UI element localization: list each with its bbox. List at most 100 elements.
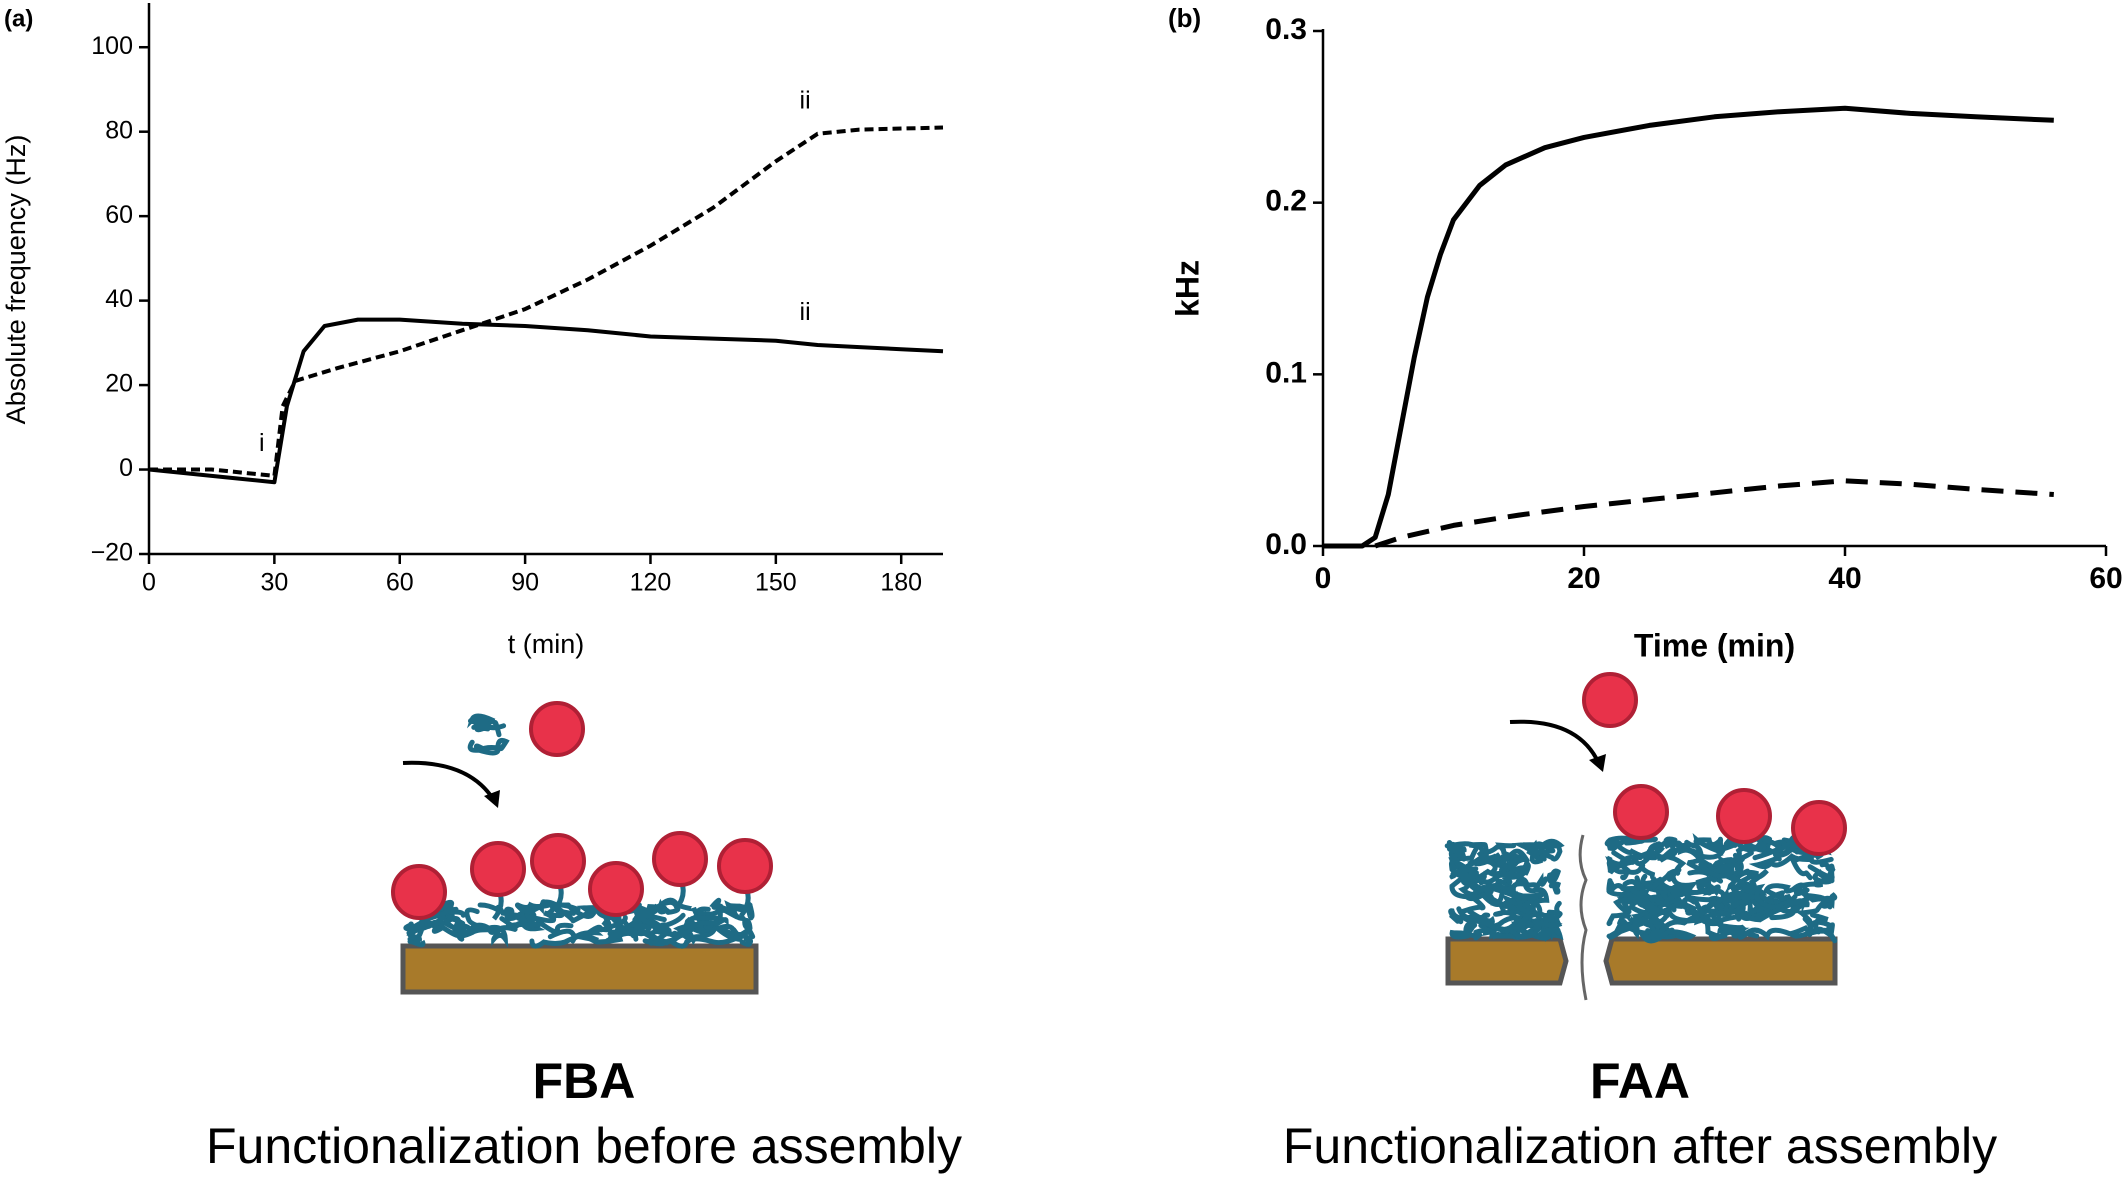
y-tick-label: 100 — [91, 32, 133, 60]
polymer — [1450, 867, 1480, 883]
polymer — [1476, 850, 1510, 877]
polymer — [486, 916, 518, 948]
polymer — [1494, 872, 1549, 895]
polymer — [444, 907, 491, 933]
polymer — [1722, 893, 1819, 923]
annotation: i — [259, 429, 265, 457]
x-tick-label: 20 — [1567, 562, 1600, 595]
polymer — [1748, 853, 1834, 870]
polymer — [1444, 841, 1467, 862]
y-tick-label: 0 — [119, 454, 133, 482]
polymer — [467, 737, 510, 756]
polymer — [529, 928, 599, 949]
polymer — [1663, 889, 1698, 916]
panel-label: (b) — [1168, 3, 1201, 33]
polymer — [1698, 862, 1798, 910]
substrate — [400, 943, 759, 995]
polymer — [642, 920, 718, 947]
x-tick-label: 90 — [511, 569, 539, 597]
y-tick-label: 80 — [105, 116, 133, 144]
y-tick-label: 40 — [105, 285, 133, 313]
nanoparticle — [1716, 788, 1772, 844]
y-tick-label: −20 — [91, 539, 133, 567]
polymer — [1643, 884, 1685, 907]
y-tick-label: 60 — [105, 201, 133, 229]
series-line — [149, 125, 944, 478]
panel-label: (a) — [4, 5, 33, 32]
caption: Functionalization before assembly — [206, 1118, 962, 1174]
annotation: ii — [800, 298, 811, 326]
polymer — [1533, 923, 1562, 943]
nanoparticle — [652, 831, 708, 887]
arrow-head — [1589, 754, 1606, 772]
x-tick-label: 180 — [880, 569, 922, 597]
polymer — [1663, 836, 1718, 883]
y-axis-label: kHz — [1169, 260, 1205, 317]
arrow — [402, 760, 497, 804]
polymer — [1631, 841, 1665, 867]
substrate — [1445, 936, 1569, 986]
nanoparticle — [470, 841, 526, 897]
x-tick-label: 60 — [386, 569, 414, 597]
annotation: ii — [800, 87, 811, 115]
polymer — [1658, 840, 1704, 863]
nanoparticle — [1613, 784, 1669, 840]
polymer — [1816, 861, 1836, 885]
polymer — [1460, 884, 1499, 927]
polymer — [403, 904, 441, 936]
polymer — [1666, 872, 1712, 898]
x-tick-label: 150 — [755, 569, 797, 597]
polymer — [1501, 899, 1543, 933]
polymer — [1478, 883, 1539, 906]
polymer — [1637, 927, 1697, 944]
x-axis-label: Time (min) — [1634, 627, 1795, 663]
polymer — [1708, 919, 1760, 941]
acronym: FAA — [1590, 1053, 1690, 1109]
arrow — [1509, 719, 1602, 767]
arrow-head — [484, 790, 500, 808]
nanoparticle — [1791, 800, 1847, 856]
nanoparticle — [529, 701, 585, 757]
polymer — [468, 715, 507, 733]
illustrations — [391, 672, 1847, 1001]
nanoparticle — [1582, 672, 1638, 728]
polymer — [1546, 868, 1562, 895]
polymer — [1631, 895, 1697, 927]
nanoparticle — [588, 861, 644, 917]
polymer — [1769, 893, 1810, 921]
caption: Functionalization after assembly — [1283, 1118, 1997, 1174]
polymer — [1526, 838, 1565, 862]
y-tick-label: 0.1 — [1265, 356, 1307, 389]
polymer — [634, 902, 669, 937]
x-tick-label: 0 — [1315, 562, 1332, 595]
y-tick-label: 0.0 — [1265, 528, 1307, 561]
series-line — [1323, 105, 2054, 549]
nanoparticle — [530, 833, 586, 889]
polymer — [1496, 848, 1531, 874]
polymer — [1606, 879, 1646, 927]
y-tick-label: 20 — [105, 370, 133, 398]
series-line — [148, 317, 944, 485]
y-tick-label: 0.3 — [1265, 13, 1307, 46]
x-tick-label: 0 — [142, 569, 156, 597]
polymer — [1695, 876, 1726, 902]
y-axis-label: Absolute frequency (Hz) — [1, 135, 31, 425]
nanoparticle — [391, 864, 447, 920]
polymer — [514, 901, 571, 923]
polymer — [1504, 909, 1563, 939]
polymer — [714, 917, 753, 938]
polymer — [505, 910, 565, 929]
nanoparticle — [717, 838, 773, 894]
polymer — [1606, 917, 1656, 940]
polymer — [1789, 919, 1835, 939]
polymer — [692, 897, 746, 921]
series-line — [1374, 478, 2054, 549]
x-axis-label: t (min) — [508, 629, 585, 659]
polymer — [1605, 854, 1645, 875]
polymer — [1493, 894, 1534, 928]
y-tick-label: 0.2 — [1265, 185, 1307, 218]
polymer — [1606, 835, 1658, 851]
substrate — [1603, 936, 1838, 986]
